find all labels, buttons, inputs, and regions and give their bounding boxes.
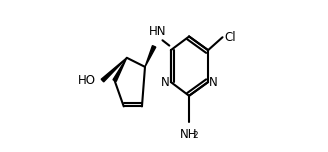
Polygon shape <box>145 46 156 67</box>
Text: HO: HO <box>78 74 95 87</box>
Text: HN: HN <box>148 25 166 38</box>
Text: 2: 2 <box>192 131 198 140</box>
Polygon shape <box>113 58 127 81</box>
Text: N: N <box>161 76 170 89</box>
Polygon shape <box>101 58 127 82</box>
Text: Cl: Cl <box>224 31 236 44</box>
Text: N: N <box>209 76 217 89</box>
Text: NH: NH <box>180 128 198 142</box>
